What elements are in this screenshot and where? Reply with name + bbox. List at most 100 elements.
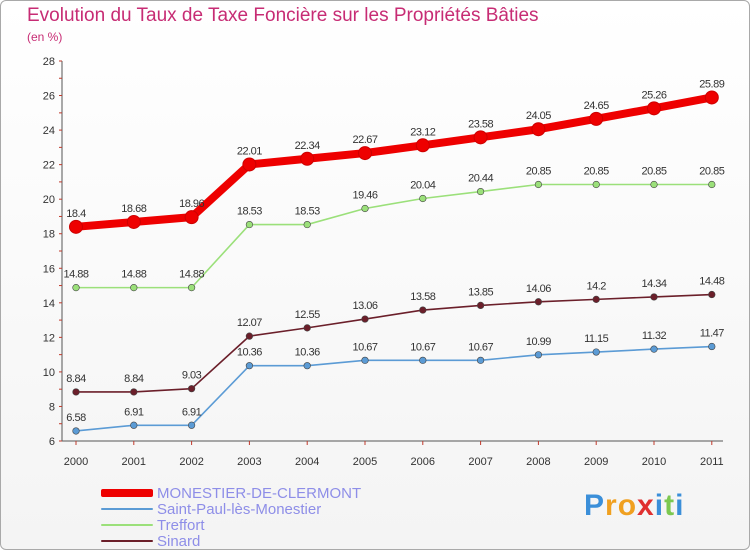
y-tick-label: 26 [43, 91, 55, 103]
series-line [72, 93, 716, 231]
chart-legend: MONESTIER-DE-CLERMONT Saint-Paul-lès-Mone… [101, 485, 361, 549]
data-label: 9.03 [182, 370, 202, 382]
data-label: 13.06 [352, 300, 377, 312]
data-point [69, 219, 83, 234]
data-point [531, 122, 546, 137]
data-label: 10.67 [352, 341, 377, 353]
data-point [303, 324, 311, 332]
data-label: 6.58 [66, 412, 86, 424]
data-label: 18.96 [179, 198, 204, 210]
data-point [477, 301, 485, 310]
y-tick-label: 24 [43, 125, 55, 137]
data-point [303, 220, 311, 229]
data-label: 20.04 [410, 179, 435, 191]
data-label: 22.01 [237, 145, 262, 157]
data-label: 14.06 [526, 283, 551, 295]
data-label: 18.53 [237, 206, 262, 218]
data-label: 10.67 [468, 341, 493, 353]
data-label: 6.91 [182, 406, 202, 418]
data-point [592, 348, 600, 356]
y-tick-label: 20 [43, 194, 55, 206]
data-point [72, 427, 80, 435]
data-label: 10.67 [410, 341, 435, 353]
data-label: 25.89 [699, 78, 724, 90]
data-label: 11.47 [700, 328, 725, 340]
data-point [126, 214, 141, 229]
data-label: 20.85 [641, 166, 666, 178]
legend-item: Sinard [101, 533, 361, 549]
x-tick-label: 2000 [64, 456, 88, 468]
logo-letter: r [605, 489, 618, 522]
logo-letter: t [664, 489, 676, 522]
logo-letter: i [675, 489, 685, 522]
data-label: 18.53 [295, 206, 320, 218]
data-point [592, 180, 600, 189]
data-label: 8.84 [124, 373, 144, 385]
y-tick-label: 8 [49, 401, 55, 413]
data-point [419, 306, 427, 314]
data-point [130, 421, 138, 429]
data-point [708, 290, 716, 299]
data-label: 6.91 [124, 406, 144, 418]
chart-unit-label: (en %) [27, 30, 63, 44]
chart-title: Evolution du Taux de Taxe Foncière sur l… [27, 5, 539, 26]
data-point [361, 356, 369, 364]
data-label: 18.68 [121, 203, 146, 215]
data-label: 10.36 [237, 347, 262, 359]
data-label: 20.85 [699, 166, 724, 178]
series-line [75, 345, 713, 432]
data-label: 11.32 [642, 330, 667, 342]
data-point [130, 388, 138, 396]
legend-label: Sinard [157, 532, 201, 550]
data-point [72, 284, 80, 292]
legend-item: Treffort [101, 516, 361, 534]
x-tick-label: 2003 [237, 456, 261, 468]
data-point [245, 362, 253, 370]
data-point [245, 332, 253, 340]
y-tick-label: 14 [43, 298, 55, 310]
legend-label: MONESTIER-DE-CLERMONT [157, 484, 362, 502]
y-tick-label: 10 [43, 367, 55, 379]
x-tick-label: 2006 [411, 456, 435, 468]
legend-swatch [101, 508, 153, 510]
data-point [361, 315, 369, 323]
data-point [361, 204, 369, 213]
x-tick-label: 2004 [295, 456, 319, 468]
data-point [650, 345, 658, 353]
legend-label: Saint-Paul-lès-Monestier [157, 500, 322, 518]
x-tick-label: 2007 [468, 456, 492, 468]
data-point [534, 180, 543, 189]
data-point [245, 220, 253, 229]
data-point [650, 180, 658, 189]
data-point [534, 298, 543, 306]
data-label: 12.55 [295, 309, 320, 321]
data-label: 12.07 [237, 317, 262, 329]
data-point [415, 138, 430, 153]
data-label: 18.4 [66, 208, 86, 220]
x-tick-label: 2011 [700, 456, 724, 468]
data-point [242, 157, 257, 172]
data-label: 22.67 [352, 134, 377, 146]
series-line [75, 183, 713, 289]
data-label: 23.12 [410, 126, 435, 138]
logo-letter: i [654, 489, 665, 522]
data-label: 14.88 [179, 269, 204, 281]
data-point [704, 90, 719, 105]
data-label: 8.84 [66, 373, 86, 385]
data-label: 14.2 [586, 280, 606, 292]
data-label: 22.34 [295, 140, 320, 152]
data-label: 23.58 [468, 118, 493, 130]
data-point [708, 342, 716, 351]
data-point [708, 180, 716, 189]
data-label: 10.99 [526, 336, 551, 348]
x-tick-label: 2002 [179, 456, 203, 468]
data-point [592, 295, 600, 303]
legend-label: Treffort [157, 516, 205, 534]
data-point [184, 210, 199, 225]
data-point [647, 101, 661, 116]
x-tick-label: 2009 [584, 456, 608, 468]
logo-letter: P [584, 489, 606, 522]
y-tick-label: 28 [43, 56, 55, 68]
y-tick-label: 6 [49, 436, 55, 448]
